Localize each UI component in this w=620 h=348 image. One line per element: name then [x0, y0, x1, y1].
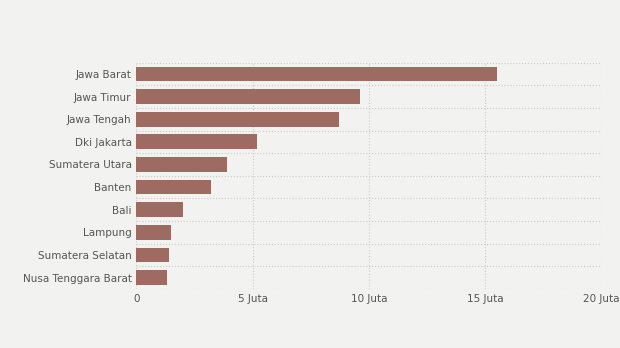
Bar [136, 247, 169, 262]
Bar [136, 112, 339, 127]
Bar [136, 180, 211, 195]
Bar [136, 202, 183, 217]
Bar [136, 89, 360, 104]
Bar [136, 270, 167, 285]
Bar [136, 134, 257, 149]
Bar [136, 157, 227, 172]
Bar [136, 225, 171, 240]
Bar [136, 66, 497, 81]
